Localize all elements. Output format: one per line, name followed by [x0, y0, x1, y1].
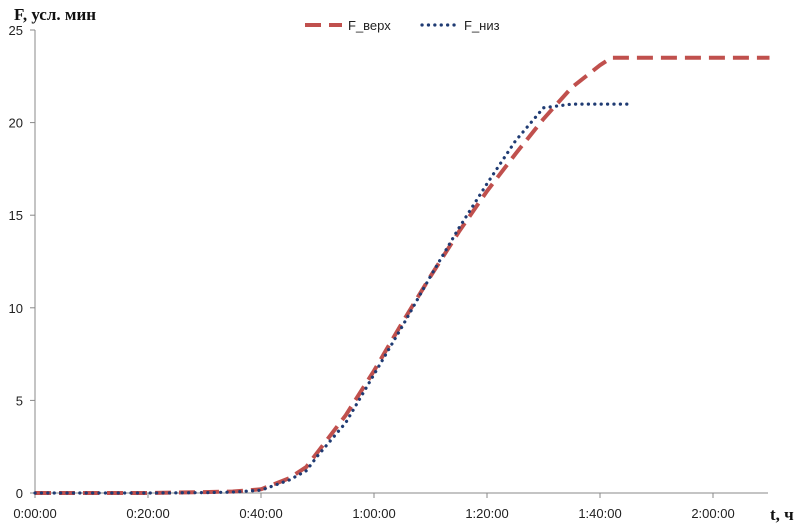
legend: F_верх F_низ	[305, 18, 500, 33]
x-tick-label: 1:00:00	[352, 506, 395, 521]
y-tick-label: 15	[9, 208, 23, 223]
x-tick-label: 0:20:00	[126, 506, 169, 521]
y-tick-label: 5	[16, 393, 23, 408]
y-tick-label: 20	[9, 116, 23, 131]
ticks: 0 5 10 15 20 25 0:00:00 0:20:00 0:40:00 1:00:00 1:…	[9, 23, 735, 521]
legend-label-f-verh: F_верх	[348, 18, 391, 33]
y-axis-title: F, усл. мин	[14, 5, 96, 24]
legend-label-f-niz: F_низ	[464, 18, 500, 33]
x-tick-label: 0:40:00	[239, 506, 282, 521]
y-tick-label: 0	[16, 486, 23, 501]
y-tick-label: 10	[9, 301, 23, 316]
series-line-0	[35, 55, 770, 495]
x-tick-label: 0:00:00	[13, 506, 56, 521]
y-tick-label: 25	[9, 23, 23, 38]
x-tick-label: 2:00:00	[691, 506, 734, 521]
axes	[34, 30, 768, 494]
x-tick-label: 1:40:00	[578, 506, 621, 521]
x-tick-label: 1:20:00	[465, 506, 508, 521]
series-layer	[33, 55, 770, 495]
x-axis-title: t, ч	[770, 505, 794, 524]
series-line-1	[33, 102, 630, 495]
